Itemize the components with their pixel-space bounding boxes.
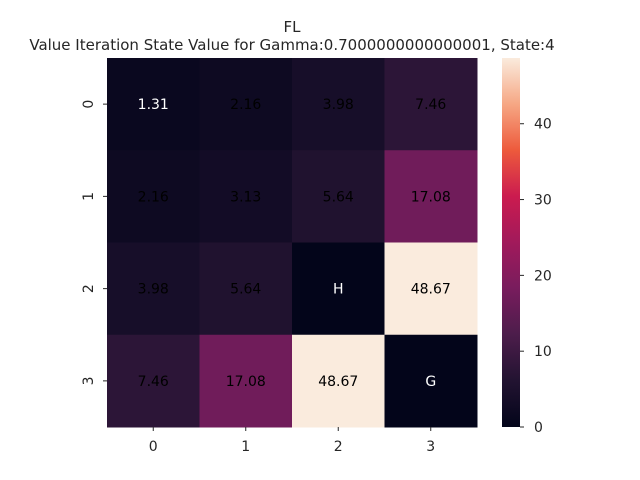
x-axis-ticks: 0 1 2 3 [149, 427, 435, 455]
heatmap-cell-labels: 1.31 2.16 3.98 7.46 2.16 3.13 5.64 17.08 3.98 5.6… [138, 97, 451, 390]
y-tick-label-3: 3 [81, 376, 97, 385]
x-tick-label-2: 2 [334, 439, 343, 455]
heatmap-cell-r2-c1 [199, 242, 293, 336]
heatmap-cell-r3-c1 [199, 334, 293, 428]
cell-label-r3-c0: 7.46 [138, 374, 169, 390]
cell-label-r3-c2: 48.67 [318, 374, 358, 390]
colorbar-tick-label-1: 10 [534, 344, 552, 360]
chart-title: FL [284, 18, 302, 36]
y-axis-ticks: 0 1 2 3 [81, 100, 107, 385]
x-tick-label-0: 0 [149, 439, 158, 455]
cell-label-r0-c0: 1.31 [138, 97, 169, 113]
heatmap-cell-r1-c0 [107, 150, 200, 243]
heatmap-cell-r0-c1 [199, 58, 293, 151]
heatmap-cell-r3-c2 [292, 334, 385, 428]
cell-label-r2-c1: 5.64 [230, 282, 261, 298]
heatmap-cell-r2-c2 [292, 242, 385, 336]
heatmap-cell-r0-c3 [384, 58, 478, 151]
y-tick-label-1: 1 [81, 192, 97, 201]
cell-label-r0-c2: 3.98 [323, 97, 354, 113]
chart-subtitle: Value Iteration State Value for Gamma:0.… [29, 36, 554, 54]
y-tick-label-2: 2 [81, 284, 97, 293]
colorbar-ticks: 0 10 20 30 40 [520, 117, 552, 436]
heatmap-cell-r1-c3 [384, 150, 478, 243]
cell-label-r3-c3: G [425, 374, 436, 390]
heatmap-cell-r0-c0 [107, 58, 200, 151]
heatmap-cell-r3-c3 [384, 334, 478, 428]
y-tick-label-0: 0 [81, 100, 97, 109]
heatmap-cell-r1-c1 [199, 150, 293, 243]
colorbar-tick-label-0: 0 [534, 420, 543, 436]
cell-label-r3-c1: 17.08 [226, 374, 266, 390]
cell-label-r1-c0: 2.16 [138, 189, 169, 205]
heatmap-cell-r2-c3 [384, 242, 478, 336]
colorbar-tick-label-4: 40 [534, 117, 552, 133]
cell-label-r1-c3: 17.08 [411, 189, 451, 205]
x-tick-label-3: 3 [426, 439, 435, 455]
cell-label-r1-c2: 5.64 [323, 189, 354, 205]
colorbar-tick-label-2: 20 [534, 268, 552, 284]
colorbar [502, 58, 520, 427]
cell-label-r0-c3: 7.46 [415, 97, 446, 113]
cell-label-r2-c3: 48.67 [411, 282, 451, 298]
heatmap-cells [107, 58, 478, 428]
heatmap-cell-r3-c0 [107, 334, 200, 428]
colorbar-tick-label-3: 30 [534, 193, 552, 209]
cell-label-r0-c1: 2.16 [230, 97, 261, 113]
heatmap-cell-r0-c2 [292, 58, 385, 151]
x-tick-label-1: 1 [241, 439, 250, 455]
cell-label-r2-c2: H [333, 282, 344, 298]
cell-label-r1-c1: 3.13 [230, 189, 261, 205]
heatmap-cell-r1-c2 [292, 150, 385, 243]
cell-label-r2-c0: 3.98 [138, 282, 169, 298]
heatmap-cell-r2-c0 [107, 242, 200, 336]
